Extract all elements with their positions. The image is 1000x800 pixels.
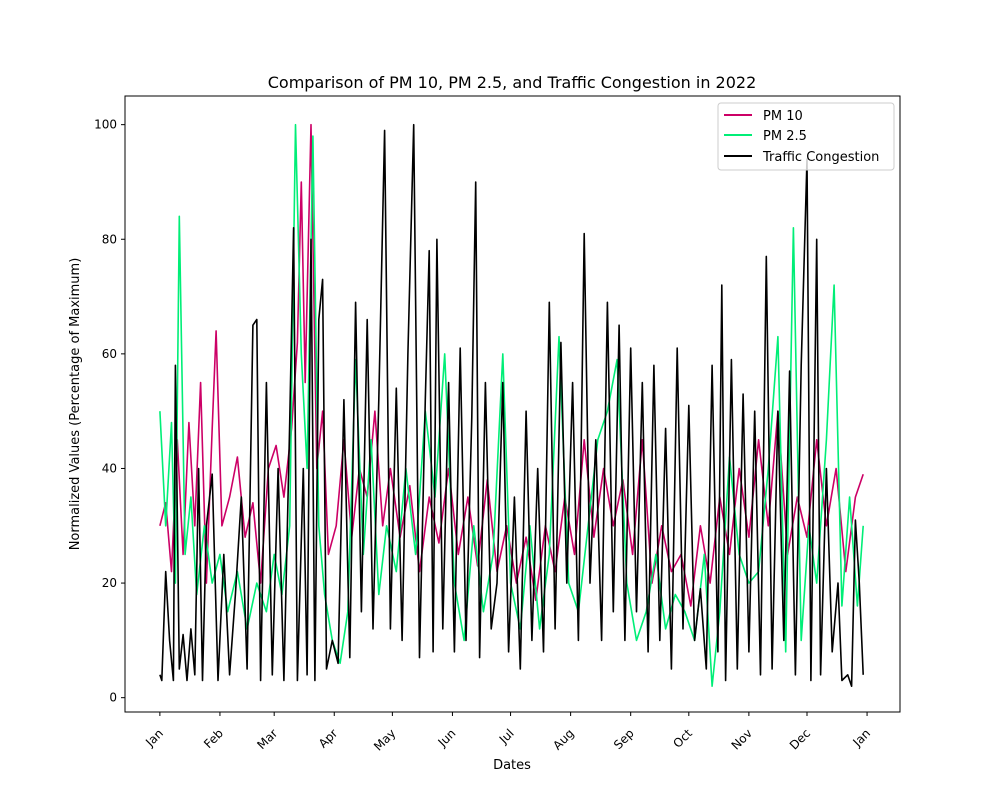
y-axis-ticks: 0 20 40 60 80 100: [94, 118, 125, 705]
legend: PM 10 PM 2.5 Traffic Congestion: [717, 102, 895, 171]
series-line-pm25: [159, 123, 864, 688]
series-lines: [159, 123, 864, 688]
legend-frame: [717, 102, 895, 171]
series-line-pm10: [159, 123, 864, 607]
chart-title: Comparison of PM 10, PM 2.5, and Traffic…: [268, 73, 757, 92]
y-tick-label: 0: [109, 691, 117, 705]
y-tick-label: 80: [102, 232, 117, 246]
legend-label-traffic: Traffic Congestion: [762, 150, 879, 165]
legend-label-pm10: PM 10: [763, 109, 803, 124]
y-tick-label: 100: [94, 118, 117, 132]
y-tick-label: 60: [102, 347, 117, 361]
y-tick-label: 40: [102, 461, 117, 475]
series-line-traffic: [159, 123, 864, 688]
x-axis-label: Dates: [493, 758, 531, 773]
y-axis-label: Normalized Values (Percentage of Maximum…: [68, 258, 83, 551]
legend-label-pm25: PM 2.5: [763, 129, 807, 144]
plot-area-frame: [124, 95, 901, 713]
y-tick-label: 20: [102, 576, 117, 590]
